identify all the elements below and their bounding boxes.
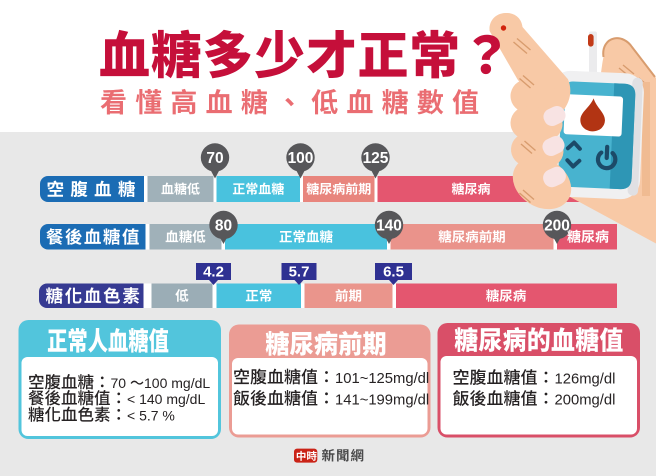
svg-text:126mg/dl: 126mg/dl: [555, 372, 616, 388]
svg-text:140: 140: [376, 218, 402, 235]
svg-text:70: 70: [111, 375, 127, 391]
svg-text:70: 70: [206, 150, 223, 167]
svg-text:5.7: 5.7: [289, 264, 310, 281]
svg-text:101~125mg/dl: 101~125mg/dl: [335, 371, 429, 387]
svg-text:100: 100: [288, 150, 314, 167]
svg-text:100 mg/dL: 100 mg/dL: [144, 375, 210, 391]
svg-text:200mg/dl: 200mg/dl: [555, 393, 616, 409]
svg-text:6.5: 6.5: [383, 264, 404, 281]
svg-text:< 5.7 %: < 5.7 %: [127, 408, 175, 424]
svg-text:141~199mg/dl: 141~199mg/dl: [335, 392, 429, 408]
svg-text:< 140 mg/dL: < 140 mg/dL: [127, 391, 205, 407]
svg-text:4.2: 4.2: [203, 264, 224, 281]
svg-text:200: 200: [544, 218, 570, 235]
svg-text:80: 80: [215, 218, 232, 235]
svg-text:125: 125: [363, 150, 389, 167]
